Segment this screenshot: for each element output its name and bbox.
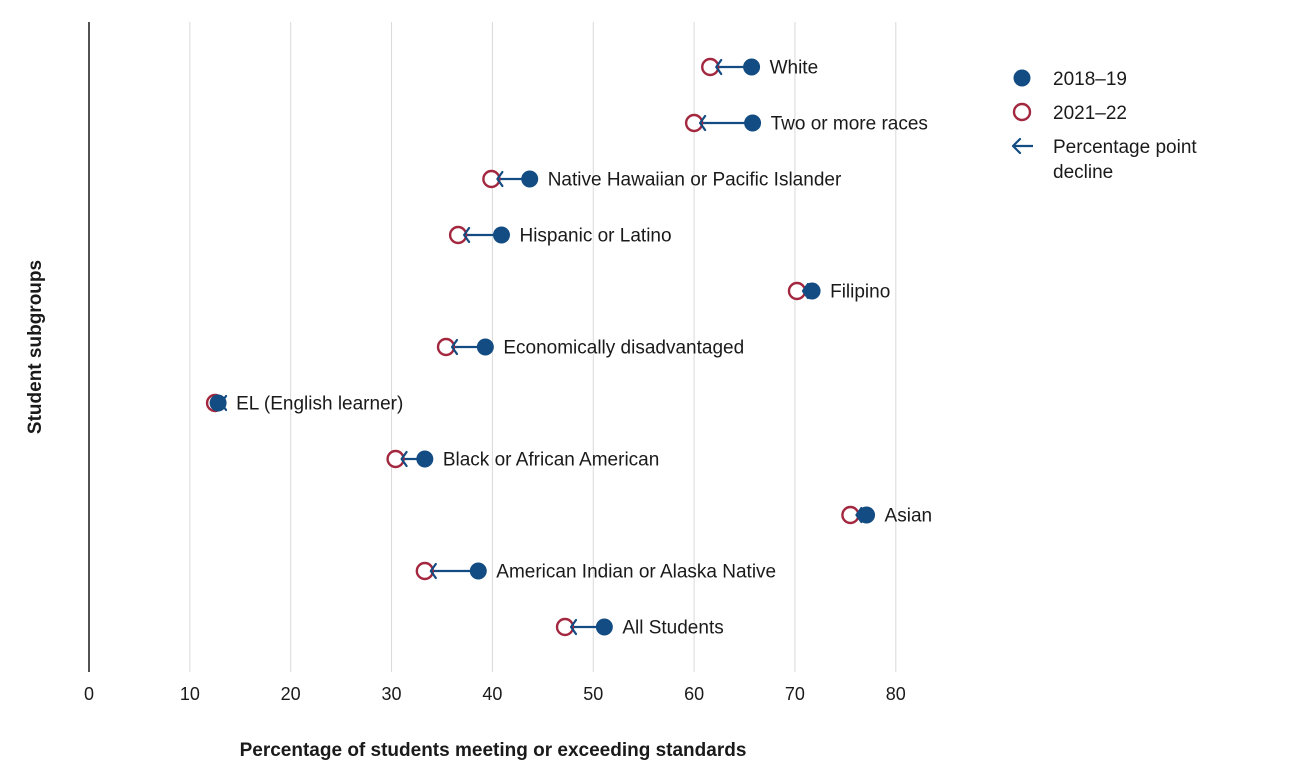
category-label: Hispanic or Latino xyxy=(519,226,671,247)
category-label: EL (English learner) xyxy=(236,394,403,415)
category-row-2: Native Hawaiian or Pacific Islander xyxy=(482,169,842,191)
point-2018-19 xyxy=(469,562,487,580)
category-label: All Students xyxy=(622,618,723,639)
category-label: Filipino xyxy=(830,282,890,303)
legend: 2018–19 2021–22 Percentage point decline xyxy=(1011,69,1197,183)
point-2018-19 xyxy=(858,506,876,524)
x-tick-label-30: 30 xyxy=(382,684,402,704)
category-row-6: EL (English learner) xyxy=(205,394,403,415)
point-2018-19 xyxy=(521,170,539,188)
decline-arrowhead xyxy=(400,450,408,468)
point-2021-22 xyxy=(555,617,575,637)
decline-arrowhead xyxy=(450,338,459,356)
category-row-9: American Indian or Alaska Native xyxy=(415,561,776,583)
decline-arrowhead xyxy=(715,58,723,76)
legend-marker-2018-19 xyxy=(1013,69,1031,87)
category-label: Native Hawaiian or Pacific Islander xyxy=(548,170,842,191)
point-2018-19 xyxy=(209,394,227,412)
category-label: American Indian or Alaska Native xyxy=(496,562,776,583)
legend-label-decline-line-1: decline xyxy=(1053,162,1113,183)
decline-arrowhead xyxy=(496,170,504,188)
x-tick-label-40: 40 xyxy=(482,684,502,704)
y-axis-title: Student subgroups xyxy=(25,260,46,434)
x-axis-title: Percentage of students meeting or exceed… xyxy=(240,740,747,761)
decline-arrowhead xyxy=(569,618,578,636)
x-tick-label-70: 70 xyxy=(785,684,805,704)
legend-arrow-icon xyxy=(1011,137,1022,155)
category-label: Black or African American xyxy=(443,450,659,471)
category-row-0: White xyxy=(701,57,819,79)
x-axis-ticks: 0 10 20 30 40 50 60 70 80 xyxy=(84,684,906,704)
x-tick-label-20: 20 xyxy=(281,684,301,704)
category-label: Two or more races xyxy=(771,114,928,135)
point-2021-22 xyxy=(415,561,435,581)
point-2021-22 xyxy=(448,225,468,245)
category-label: Asian xyxy=(885,506,933,527)
point-2021-22 xyxy=(436,337,456,357)
category-row-8: Asian xyxy=(841,506,933,527)
category-row-1: Two or more races xyxy=(684,113,928,135)
x-tick-label-0: 0 xyxy=(84,684,94,704)
x-tick-label-60: 60 xyxy=(684,684,704,704)
data-marks: White Two or more races Native Hawaiian or… xyxy=(205,57,933,639)
category-row-4: Filipino xyxy=(787,282,890,303)
category-label: Economically disadvantaged xyxy=(503,338,744,359)
x-tick-label-50: 50 xyxy=(583,684,603,704)
point-2018-19 xyxy=(416,450,434,468)
decline-arrowhead xyxy=(429,562,437,580)
legend-label-2021-22: 2021–22 xyxy=(1053,103,1127,124)
point-2018-19 xyxy=(744,114,762,132)
legend-label-2018-19: 2018–19 xyxy=(1053,69,1127,90)
category-row-10: All Students xyxy=(555,617,724,639)
point-2018-19 xyxy=(492,226,510,244)
decline-arrowhead xyxy=(463,226,471,244)
point-2018-19 xyxy=(476,338,494,356)
x-tick-label-10: 10 xyxy=(180,684,200,704)
point-2018-19 xyxy=(743,58,761,76)
category-row-5: Economically disadvantaged xyxy=(436,337,744,359)
point-2021-22 xyxy=(482,169,501,189)
legend-label-decline-line-0: Percentage point xyxy=(1053,137,1197,158)
category-row-3: Hispanic or Latino xyxy=(448,225,672,247)
point-2021-22 xyxy=(701,57,720,77)
decline-arrowhead xyxy=(699,114,707,132)
legend-marker-2021-22 xyxy=(1012,102,1032,122)
category-row-7: Black or African American xyxy=(386,449,659,471)
point-2018-19 xyxy=(595,618,613,636)
category-label: White xyxy=(770,58,819,79)
point-2021-22 xyxy=(684,113,704,133)
point-2018-19 xyxy=(803,282,821,300)
x-tick-label-80: 80 xyxy=(886,684,906,704)
point-2021-22 xyxy=(386,449,405,469)
